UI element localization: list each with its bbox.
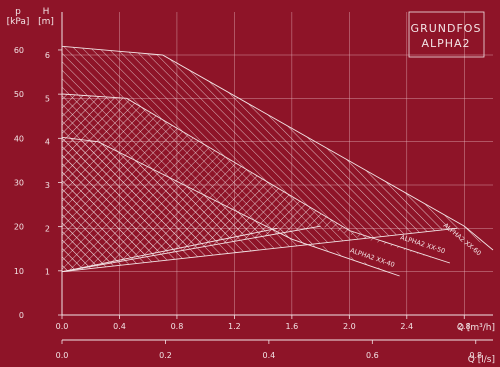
y-left-tick-label: 50 <box>14 90 24 99</box>
max-curve-2 <box>61 45 494 251</box>
x2-axis-label: Q [l/s] <box>468 355 495 365</box>
brand-line-2: ALPHA2 <box>421 37 470 50</box>
x2-tick-label: 0.2 <box>159 351 172 360</box>
y-left-tick-label: 10 <box>14 267 24 276</box>
max-curve-1 <box>61 93 451 264</box>
max-curve-0 <box>61 136 400 277</box>
y-left-tick-label: 30 <box>14 178 24 187</box>
x-tick-label: 1.2 <box>228 322 241 331</box>
x-tick-label: 0.0 <box>56 322 69 331</box>
min-curve-2 <box>61 227 458 273</box>
y-left-tick-label: 0 <box>19 311 24 320</box>
x-tick-label: 0.4 <box>113 322 126 331</box>
y-right-tick-label: 6 <box>45 51 50 60</box>
y-left-tick-label: 20 <box>14 223 24 232</box>
region-0 <box>62 137 400 276</box>
x-tick-label: 2.0 <box>343 322 356 331</box>
x-axis-label: Q [m³/h] <box>457 323 495 333</box>
brand-line-1: GRUNDFOS <box>411 22 482 35</box>
y-left-tick-label: 60 <box>14 46 24 55</box>
x-tick-label: 2.4 <box>400 322 413 331</box>
x2-tick-label: 0.6 <box>366 351 379 360</box>
x-tick-label: 1.6 <box>285 322 298 331</box>
x2-tick-label: 0.8 <box>469 351 482 360</box>
min-curve-0 <box>61 227 278 273</box>
y-right-tick-label: 5 <box>45 94 50 103</box>
axes: 0 10 20 30 40 50 60 1 2 3 4 5 6 0.0 0.4 0.8 1.2 1.6 2.0 2.4… <box>7 7 495 365</box>
x2-tick-label: 0.4 <box>263 351 276 360</box>
x-tick-label: 0.8 <box>171 322 184 331</box>
y-right-tick-label: 1 <box>45 268 50 277</box>
y-left-label-unit: [kPa] <box>7 17 30 27</box>
y-right-label-unit: [m] <box>38 17 54 27</box>
brand-box <box>408 11 485 58</box>
y-right-tick-label: 3 <box>45 181 50 190</box>
x-tick-label: 2.8 <box>458 322 471 331</box>
y-left-label-symbol: p <box>15 7 21 17</box>
y-right-label-symbol: H <box>43 7 50 17</box>
y-left-tick-label: 40 <box>14 134 24 143</box>
min-curve-1 <box>61 225 321 273</box>
y-right-tick-label: 4 <box>45 138 50 147</box>
x2-tick-label: 0.0 <box>56 351 69 360</box>
y-right-tick-label: 2 <box>45 224 50 233</box>
